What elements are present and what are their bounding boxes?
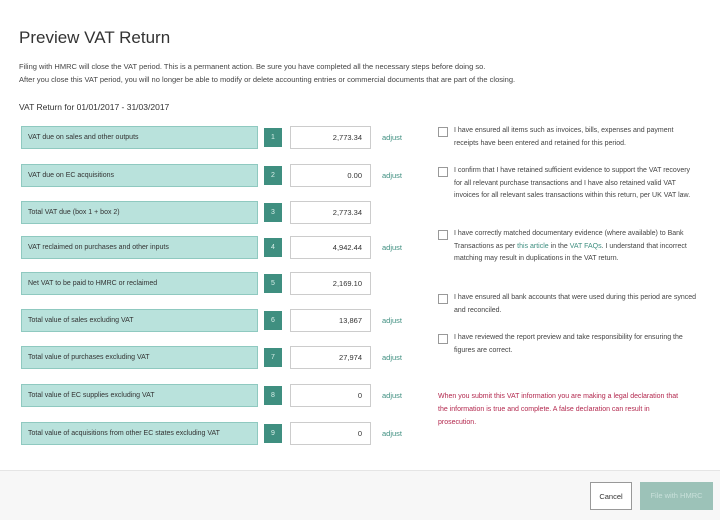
box-number: 3 — [264, 203, 282, 222]
box-number: 5 — [264, 274, 282, 293]
declaration-item: I have correctly matched documentary evi… — [438, 228, 698, 266]
row-value: 0.00 — [290, 164, 371, 187]
checkbox[interactable] — [438, 334, 448, 344]
adjust-link[interactable]: adjust — [382, 243, 403, 252]
box-number: 1 — [264, 128, 282, 147]
period-heading: VAT Return for 01/01/2017 - 31/03/2017 — [19, 102, 170, 112]
row-label: Net VAT to be paid to HMRC or reclaimed — [21, 272, 258, 295]
declaration-item: I have ensured all items such as invoice… — [438, 125, 698, 150]
vat-row: Total value of sales excluding VAT 6 13,… — [21, 309, 421, 332]
row-label: Total value of sales excluding VAT — [21, 309, 258, 332]
declaration-text: I have ensured all items such as invoice… — [454, 127, 674, 147]
declaration-text: I have correctly matched documentary evi… — [454, 230, 684, 250]
vat-row: Total value of EC supplies excluding VAT… — [21, 384, 421, 407]
row-value: 2,169.10 — [290, 272, 371, 295]
adjust-link[interactable]: adjust — [382, 353, 403, 362]
box-number: 4 — [264, 238, 282, 257]
row-value: 27,974 — [290, 346, 371, 369]
box-number: 6 — [264, 311, 282, 330]
row-label: VAT reclaimed on purchases and other inp… — [21, 236, 258, 259]
row-label: Total value of acquisitions from other E… — [21, 422, 258, 445]
checkbox[interactable] — [438, 294, 448, 304]
declaration-item: I have reviewed the report preview and t… — [438, 332, 698, 357]
row-label: Total value of purchases excluding VAT — [21, 346, 258, 369]
vat-row: VAT due on sales and other outputs 1 2,7… — [21, 126, 421, 149]
box-number: 7 — [264, 348, 282, 367]
declaration-text: . I understand that incorrect matching m… — [454, 242, 687, 263]
declaration-item: I confirm that I have retained sufficien… — [438, 165, 698, 203]
vat-row: Net VAT to be paid to HMRC or reclaimed … — [21, 272, 421, 295]
adjust-link[interactable]: adjust — [382, 133, 403, 142]
declaration-item: I have ensured all bank accounts that we… — [438, 292, 698, 317]
adjust-link[interactable]: adjust — [382, 391, 403, 400]
declaration-text: I have ensured all bank accounts that we… — [454, 294, 697, 314]
row-value: 4,942.44 — [290, 236, 371, 259]
row-value: 2,773.34 — [290, 126, 371, 149]
vat-row: VAT due on EC acquisitions 2 0.00 adjust — [21, 164, 421, 187]
box-number: 9 — [264, 424, 282, 443]
row-label: Total value of EC supplies excluding VAT — [21, 384, 258, 407]
row-label: Total VAT due (box 1 + box 2) — [21, 201, 258, 224]
checkbox[interactable] — [438, 127, 448, 137]
row-value: 13,867 — [290, 309, 371, 332]
declaration-text: in the — [548, 242, 570, 250]
vat-row: Total value of purchases excluding VAT 7… — [21, 346, 421, 369]
adjust-link[interactable]: adjust — [382, 171, 403, 180]
intro-line: Filing with HMRC will close the VAT peri… — [19, 62, 486, 71]
vat-row: Total VAT due (box 1 + box 2) 3 2,773.34 — [21, 201, 421, 224]
row-value: 0 — [290, 422, 371, 445]
page-title: Preview VAT Return — [19, 28, 171, 47]
adjust-link[interactable]: adjust — [382, 316, 403, 325]
article-link[interactable]: this article — [517, 242, 549, 250]
cancel-button[interactable]: Cancel — [590, 482, 632, 510]
row-label: VAT due on EC acquisitions — [21, 164, 258, 187]
checkbox[interactable] — [438, 230, 448, 240]
intro-text: Filing with HMRC will close the VAT peri… — [19, 60, 515, 86]
file-with-hmrc-button[interactable]: File with HMRC — [640, 482, 713, 510]
checkbox[interactable] — [438, 167, 448, 177]
legal-warning: When you submit this VAT information you… — [438, 393, 679, 426]
vat-row: Total value of acquisitions from other E… — [21, 422, 421, 445]
vat-row: VAT reclaimed on purchases and other inp… — [21, 236, 421, 259]
row-label: VAT due on sales and other outputs — [21, 126, 258, 149]
declaration-text: I confirm that I have retained sufficien… — [454, 167, 691, 199]
declaration-text: I have reviewed the report preview and t… — [454, 334, 683, 354]
row-value: 2,773.34 — [290, 201, 371, 224]
box-number: 8 — [264, 386, 282, 405]
vat-faqs-link[interactable]: VAT FAQs — [569, 242, 602, 250]
adjust-link[interactable]: adjust — [382, 429, 403, 438]
intro-line: After you close this VAT period, you wil… — [19, 75, 516, 84]
box-number: 2 — [264, 166, 282, 185]
row-value: 0 — [290, 384, 371, 407]
